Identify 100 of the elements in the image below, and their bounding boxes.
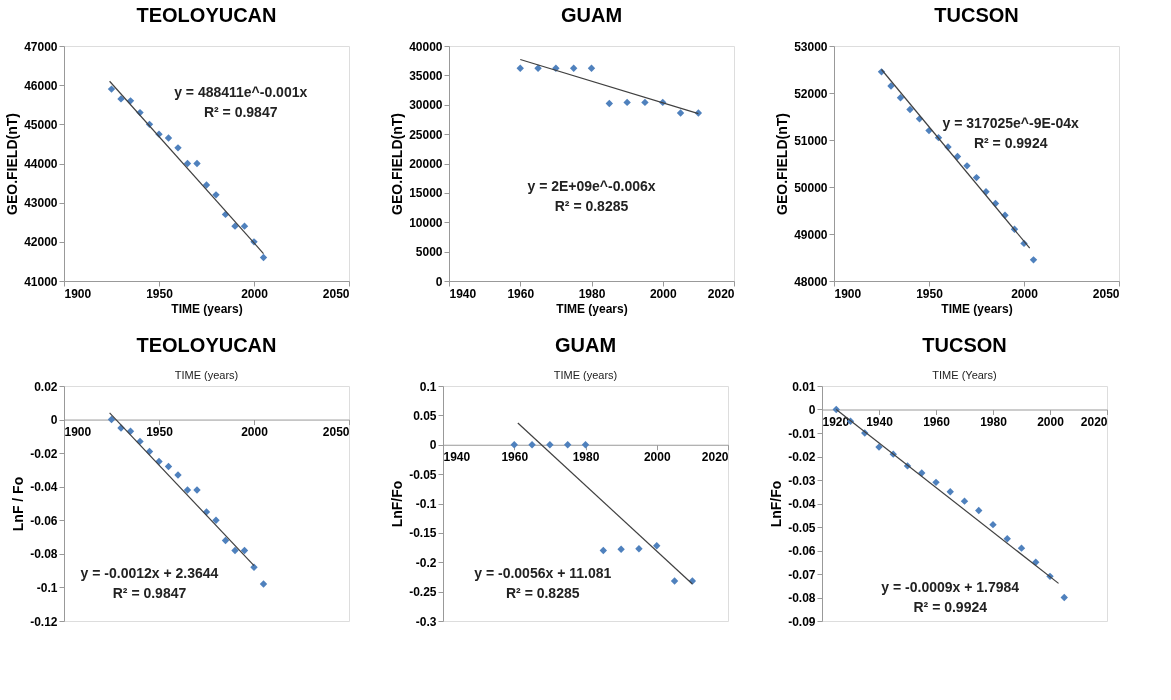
y-tick-label: -0.08: [30, 547, 58, 562]
x-tick-label: 2020: [701, 450, 729, 465]
x-axis-title: TIME (Years): [932, 369, 997, 381]
y-tick-label: 0.01: [792, 379, 816, 394]
y-tick-label: 53000: [794, 39, 828, 54]
x-axis-title: TIME (years): [174, 369, 239, 381]
x-tick-label: 1940: [866, 415, 894, 429]
y-tick-label: 41000: [24, 274, 58, 289]
y-tick-label: -0.3: [415, 614, 437, 629]
annotation: R² = 0.9924: [973, 134, 1048, 151]
chart-title: GUAM: [560, 4, 623, 26]
annotation: y = 2E+09e^-0.006x: [527, 178, 656, 194]
chart-title: TUCSON: [934, 4, 1019, 26]
x-tick-label: 1980: [980, 415, 1008, 429]
annotation: y = 488411e^-0.001x: [174, 84, 308, 100]
y-axis-title: LnF/Fo: [389, 480, 406, 528]
x-tick-label: 1980: [572, 450, 600, 465]
chart-title: TEOLOYUCAN: [136, 4, 277, 26]
y-tick-label: 20000: [409, 157, 443, 171]
y-tick-label: 0: [435, 274, 443, 289]
x-tick-label: 1960: [507, 286, 535, 301]
x-tick-label: 1950: [916, 286, 944, 301]
x-axis-title: TIME (years): [553, 369, 618, 381]
y-tick-label: 30000: [409, 98, 443, 113]
y-axis-title: LnF/Fo: [768, 480, 785, 528]
y-tick-label: 35000: [409, 68, 443, 83]
y-tick-label: -0.02: [788, 450, 816, 464]
annotation: R² = 0.9847: [112, 585, 187, 601]
y-axis-title: GEO.FIELD(nT): [774, 113, 791, 215]
x-axis-title: TIME (years): [941, 301, 1013, 316]
y-tick-label: 45000: [24, 117, 58, 132]
y-tick-label: -0.05: [409, 467, 437, 482]
x-tick-label: 1920: [822, 415, 850, 429]
y-axis-title: GEO.FIELD(nT): [4, 113, 21, 215]
annotation: y = -0.0009x + 1.7984: [881, 579, 1020, 596]
annotation: R² = 0.9924: [913, 599, 988, 616]
y-tick-label: 49000: [794, 227, 828, 242]
y-axis-title: LnF / Fo: [10, 476, 27, 532]
y-tick-label: -0.02: [30, 446, 58, 461]
chart-title: TUCSON: [922, 334, 1007, 356]
x-tick-label: 1950: [146, 286, 174, 301]
annotation: R² = 0.8285: [554, 198, 629, 214]
x-tick-label: 2000: [1037, 415, 1065, 429]
y-tick-label: 48000: [794, 274, 828, 289]
y-tick-label: 10000: [409, 215, 443, 230]
annotation: R² = 0.9847: [203, 104, 278, 120]
y-tick-label: 52000: [794, 86, 828, 101]
y-tick-label: -0.1: [415, 497, 437, 511]
y-tick-label: -0.09: [788, 614, 816, 629]
x-tick-label: 2020: [707, 286, 735, 301]
y-tick-label: 44000: [24, 157, 58, 171]
y-tick-label: -0.12: [30, 614, 58, 629]
y-tick-label: -0.08: [788, 591, 816, 605]
y-tick-label: 0.1: [419, 379, 437, 394]
y-tick-label: -0.15: [409, 526, 437, 541]
chart-title: GUAM: [554, 334, 617, 356]
y-tick-label: 40000: [409, 39, 443, 54]
y-tick-label: 0: [50, 413, 58, 428]
x-tick-label: 1940: [443, 450, 471, 465]
y-axis-title: GEO.FIELD(nT): [389, 113, 406, 215]
y-tick-label: 46000: [24, 78, 58, 93]
x-tick-label: 1980: [578, 286, 606, 301]
x-tick-label: 2020: [1080, 415, 1108, 429]
y-tick-label: 5000: [415, 245, 443, 260]
annotation: y = -0.0012x + 2.3644: [80, 565, 219, 581]
x-tick-label: 1960: [501, 450, 529, 465]
x-tick-label: 2050: [322, 286, 350, 301]
y-tick-label: 15000: [409, 186, 443, 201]
y-tick-label: -0.04: [788, 497, 816, 511]
x-tick-label: 2050: [322, 425, 350, 440]
x-tick-label: 2000: [241, 425, 269, 440]
y-tick-label: 0: [429, 438, 437, 453]
x-tick-label: 1900: [834, 286, 862, 301]
annotation: y = -0.0056x + 11.081: [474, 565, 612, 581]
y-tick-label: -0.06: [30, 513, 58, 528]
x-tick-label: 2000: [1011, 286, 1039, 301]
y-tick-label: -0.07: [788, 567, 816, 582]
y-tick-label: 0.02: [34, 379, 58, 394]
y-tick-label: 25000: [409, 127, 443, 142]
x-tick-label: 2000: [241, 286, 269, 301]
y-tick-label: 0: [808, 403, 816, 417]
y-tick-label: -0.05: [788, 520, 816, 535]
x-tick-label: 1950: [146, 425, 174, 440]
y-tick-label: 42000: [24, 235, 58, 250]
y-tick-label: 43000: [24, 196, 58, 211]
y-tick-label: -0.03: [788, 473, 816, 488]
y-tick-label: 51000: [794, 133, 828, 148]
x-tick-label: 1960: [923, 415, 951, 429]
x-tick-label: 1900: [64, 286, 92, 301]
x-tick-label: 2000: [649, 286, 677, 301]
x-axis-title: TIME (years): [171, 301, 243, 316]
y-tick-label: -0.04: [30, 480, 58, 495]
y-tick-label: 0.05: [413, 408, 437, 423]
annotation: y = 317025e^-9E-04x: [942, 114, 1080, 131]
annotation: R² = 0.8285: [505, 585, 580, 601]
y-tick-label: 47000: [24, 39, 58, 54]
x-tick-label: 2050: [1092, 286, 1120, 301]
x-axis-title: TIME (years): [556, 301, 628, 316]
x-tick-label: 1940: [449, 286, 477, 301]
y-tick-label: -0.2: [415, 555, 437, 570]
